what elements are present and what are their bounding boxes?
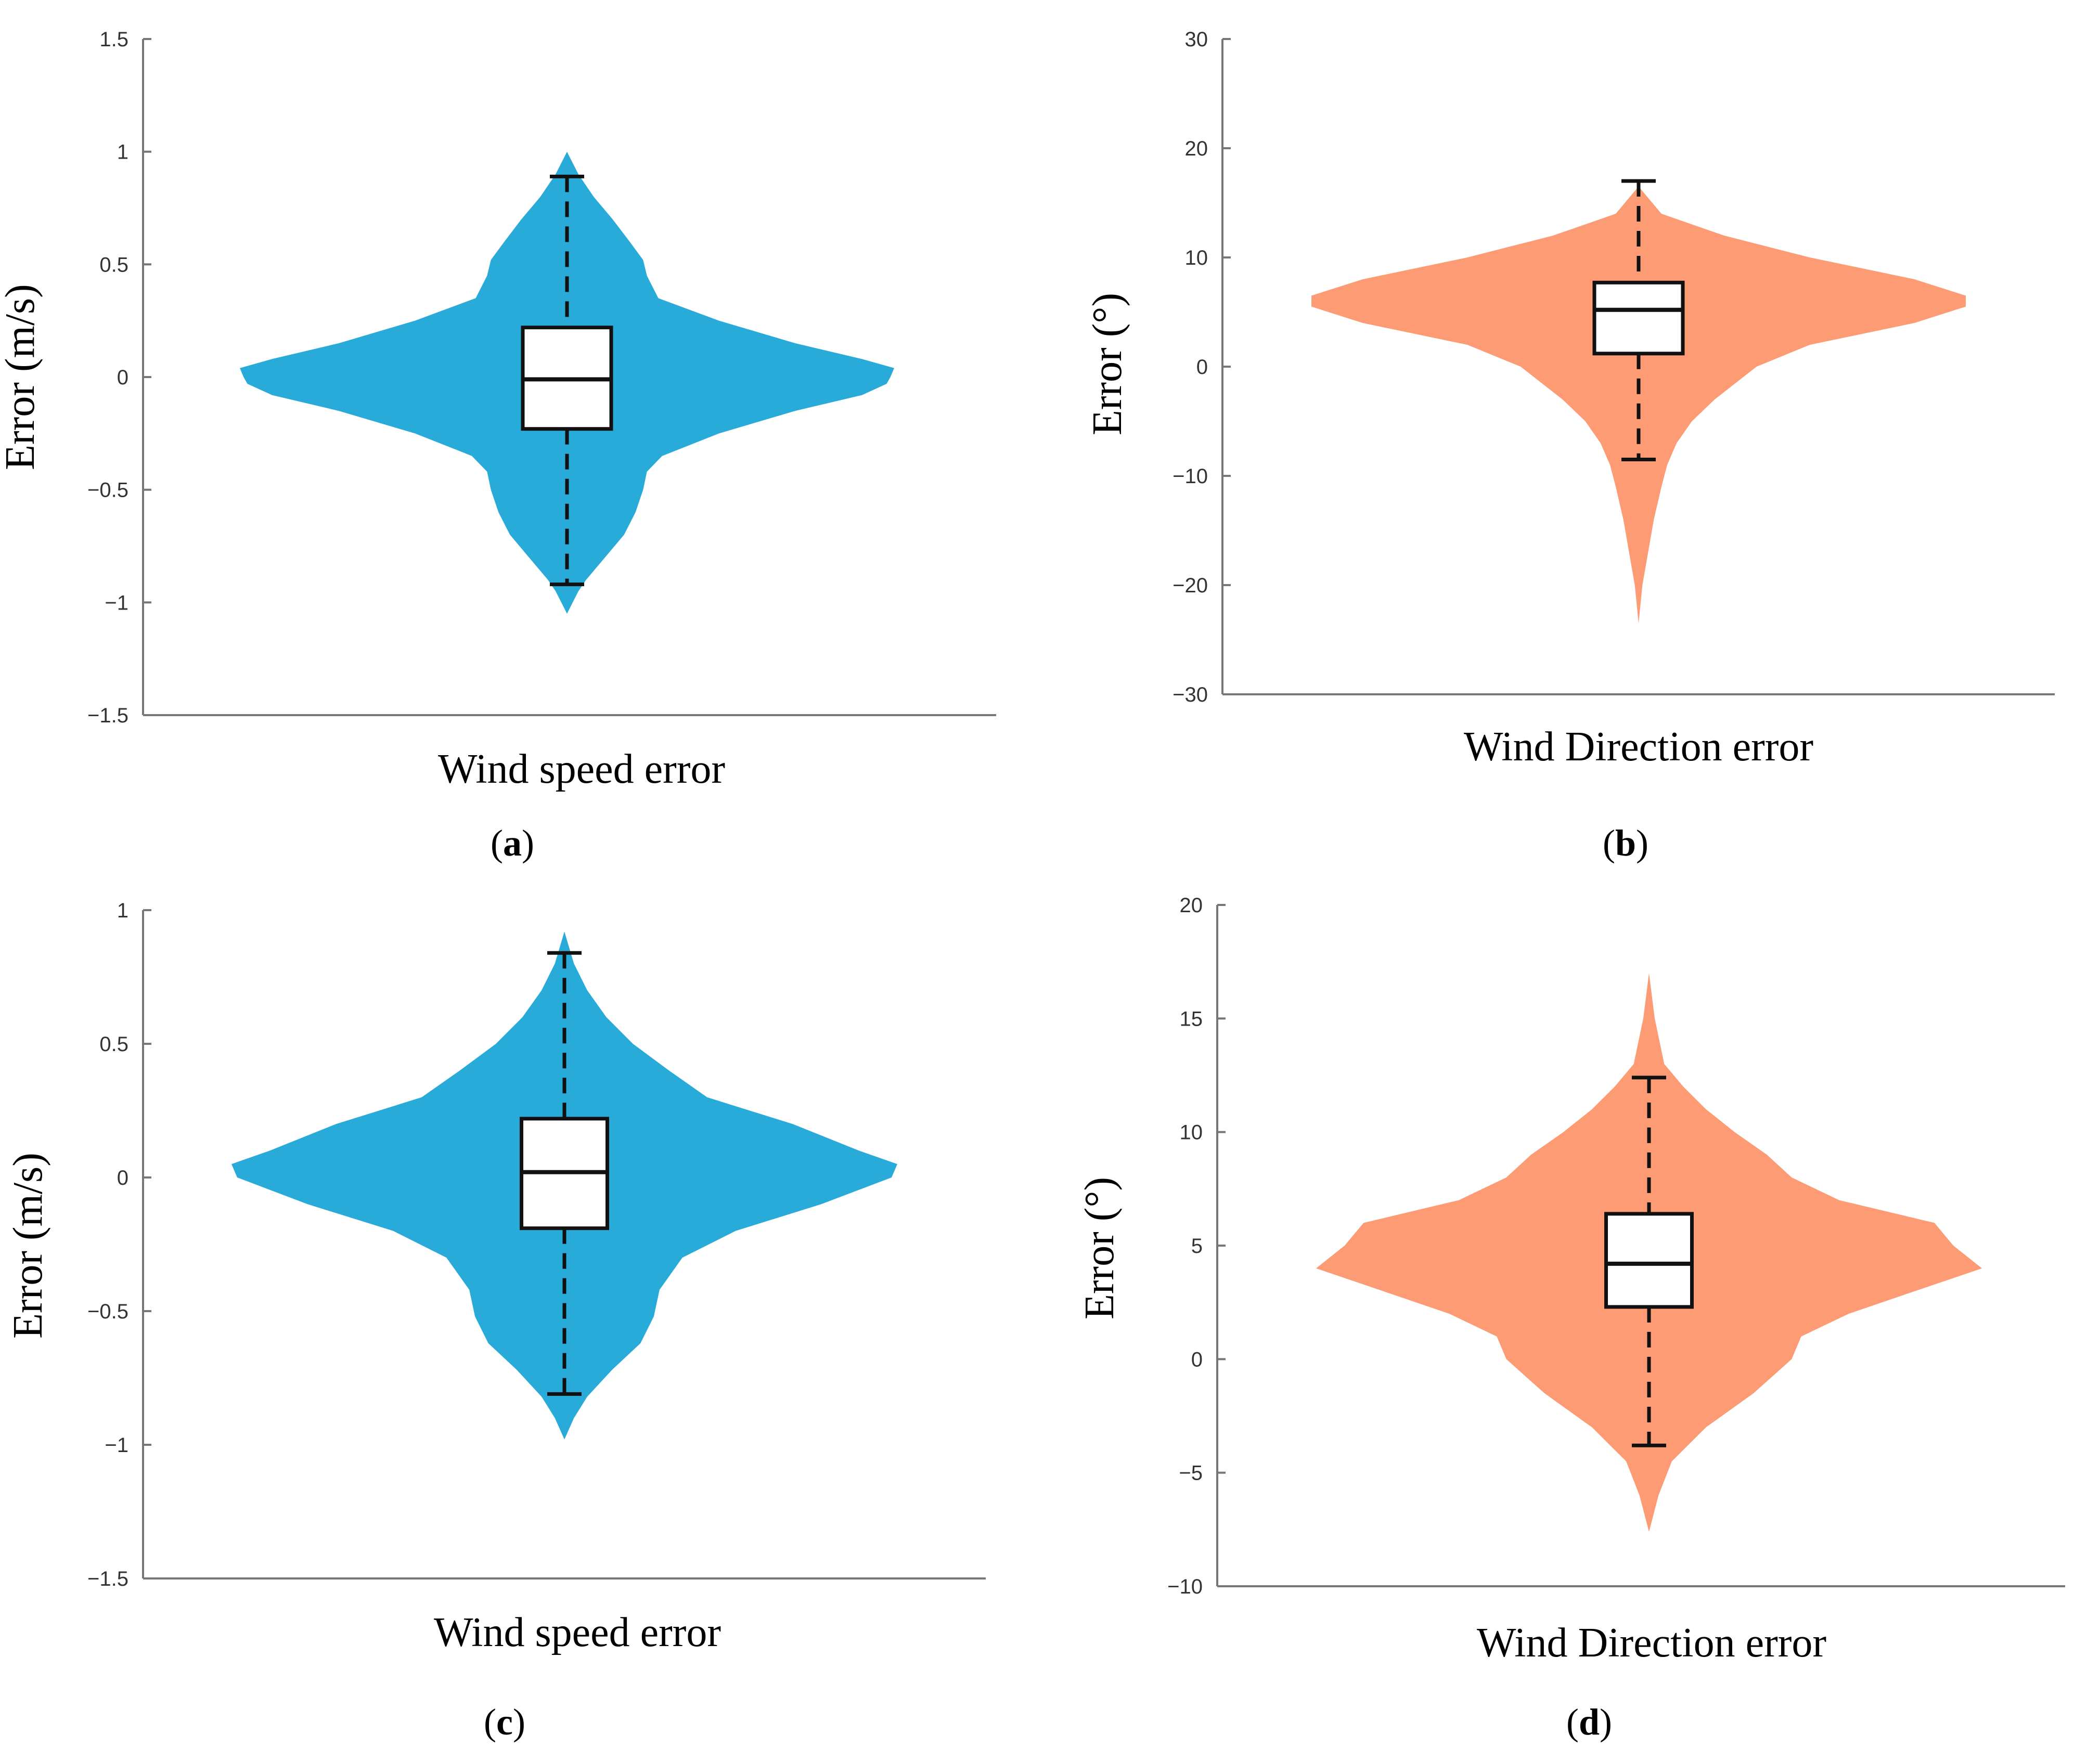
panel-label: (c) xyxy=(484,1701,525,1743)
panel-label-paren-open: ( xyxy=(491,822,503,864)
y-tick-label: −0.5 xyxy=(87,1300,128,1323)
y-tick-label: 15 xyxy=(1180,1007,1203,1030)
y-tick-label: −0.5 xyxy=(87,479,128,502)
y-tick-label: 0 xyxy=(117,366,128,389)
y-tick-label: −10 xyxy=(1167,1575,1203,1598)
panel-label-paren-open: ( xyxy=(484,1701,496,1743)
panel-label: (d) xyxy=(1566,1701,1612,1743)
y-tick-label: 20 xyxy=(1180,894,1203,917)
y-tick-label: −30 xyxy=(1173,683,1208,706)
iqr-box xyxy=(1604,1212,1694,1309)
x-axis-label: Wind Direction error xyxy=(1464,724,1813,770)
y-tick-label: −10 xyxy=(1173,465,1208,488)
y-tick-label: 0 xyxy=(117,1167,128,1189)
y-tick-label: 10 xyxy=(1185,247,1208,269)
x-axis-label: Wind Direction error xyxy=(1477,1620,1826,1666)
chart-panel-b: −30 −20 −10 0 10 20 30 Error (°) Wind Direction … xyxy=(1085,28,2055,864)
y-axis-title: Error (°) xyxy=(1085,293,1130,435)
panel-label-paren-open: ( xyxy=(1603,822,1615,864)
y-tick-label: 1 xyxy=(117,899,128,922)
y-tick-label: −1 xyxy=(105,591,128,614)
y-tick-label: 0 xyxy=(1191,1348,1203,1371)
y-tick-label: −1 xyxy=(105,1434,128,1457)
chart-panel-c: −1.5 −1 −0.5 0 0.5 1 Error (m/s) Wind speed err… xyxy=(5,899,986,1743)
panel-label-letter: c xyxy=(496,1701,513,1743)
panel-label-paren-open: ( xyxy=(1566,1701,1579,1743)
y-axis-title: Error (m/s) xyxy=(5,1153,51,1339)
x-axis-label: Wind speed error xyxy=(434,1610,721,1655)
y-tick-label: −1.5 xyxy=(87,704,128,727)
y-axis-title: Error (°) xyxy=(1077,1177,1123,1319)
panel-label-paren-close: ) xyxy=(513,1701,525,1743)
y-tick-label: 30 xyxy=(1185,28,1208,51)
chart-panel-d: −10 −5 0 5 10 15 20 Error (°) Wind Direction err… xyxy=(1077,894,2065,1743)
y-axis-title: Error (m/s) xyxy=(0,284,43,470)
panel-label-paren-close: ) xyxy=(1600,1701,1612,1743)
y-tick-label: −5 xyxy=(1179,1462,1203,1485)
panel-label: (b) xyxy=(1603,822,1648,864)
y-tick-label: 20 xyxy=(1185,137,1208,160)
y-tick-label: −20 xyxy=(1173,574,1208,597)
panel-label-paren-close: ) xyxy=(1636,822,1648,864)
y-tick-label: 1 xyxy=(117,141,128,164)
y-tick-label: 10 xyxy=(1180,1121,1203,1144)
x-axis-label: Wind speed error xyxy=(438,746,725,792)
y-tick-label: −1.5 xyxy=(87,1568,128,1590)
panel-label-paren-close: ) xyxy=(522,822,534,864)
panel-label: (a) xyxy=(491,822,534,864)
y-tick-label: 0.5 xyxy=(99,253,128,276)
panel-label-letter: d xyxy=(1579,1701,1600,1743)
chart-panel-a: −1.5 −1 −0.5 0 0.5 1 1.5 Error (m/s) Wind speed … xyxy=(0,28,996,864)
y-tick-label: 0.5 xyxy=(99,1033,128,1056)
iqr-box xyxy=(1592,280,1685,356)
y-tick-label: 5 xyxy=(1191,1235,1203,1258)
panel-label-letter: a xyxy=(503,822,522,864)
y-tick-label: 1.5 xyxy=(99,28,128,51)
panel-label-letter: b xyxy=(1615,822,1636,864)
y-tick-label: 0 xyxy=(1196,356,1208,379)
